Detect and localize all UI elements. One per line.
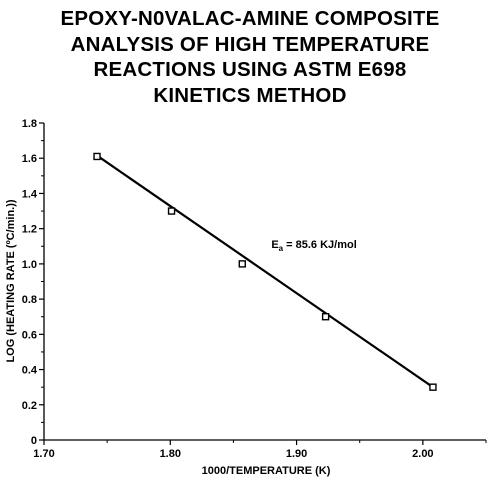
data-point xyxy=(167,207,176,215)
chart-title: EPOXY-N0VALAC-AMINE COMPOSITE ANALYSIS O… xyxy=(0,6,500,108)
y-tick-label: 1.0 xyxy=(22,259,37,271)
y-tick-label: 0.2 xyxy=(22,400,37,412)
fit-line xyxy=(96,154,434,389)
axes xyxy=(43,123,486,441)
y-tick-label: 0.6 xyxy=(22,329,37,341)
y-tick-label: 1.4 xyxy=(22,188,38,200)
data-point xyxy=(321,313,330,321)
x-axis-label: 1000/TEMPERATURE (K) xyxy=(202,465,331,477)
chart-title-line-3: REACTIONS USING ASTM E698 xyxy=(93,58,407,81)
x-tick-label: 1.70 xyxy=(33,448,54,460)
data-point xyxy=(429,383,437,391)
chart-title-line-1: EPOXY-N0VALAC-AMINE COMPOSITE xyxy=(60,7,440,30)
y-tick-label: 1.2 xyxy=(22,224,37,236)
data-point xyxy=(93,152,101,161)
y-tick-label: 0 xyxy=(31,435,37,447)
activation-energy-annotation: Ea = 85.6 KJ/mol xyxy=(271,239,356,253)
y-axis-label: LOG (HEATING RATE (ºC/min.)) xyxy=(5,199,17,362)
ticks: 0 0.2 0.4 0.6 0.8 1.0 1.2 1.4 1.6 1.8 1.70 1.80 1.90… xyxy=(22,118,487,460)
x-tick-label: 1.90 xyxy=(286,448,307,460)
chart-title-line-4: KINETICS METHOD xyxy=(153,83,347,107)
x-tick-label: 2.00 xyxy=(412,448,433,460)
y-tick-label: 1.6 xyxy=(22,153,37,165)
data-point xyxy=(238,260,246,268)
chart-title-line-2: ANALYSIS OF HIGH TEMPERATURE xyxy=(70,32,430,56)
y-tick-label: 1.8 xyxy=(22,118,37,130)
series xyxy=(93,152,437,391)
y-tick-label: 0.8 xyxy=(22,294,37,306)
x-tick-label: 1.80 xyxy=(160,448,181,460)
y-tick-label: 0.4 xyxy=(22,365,38,377)
